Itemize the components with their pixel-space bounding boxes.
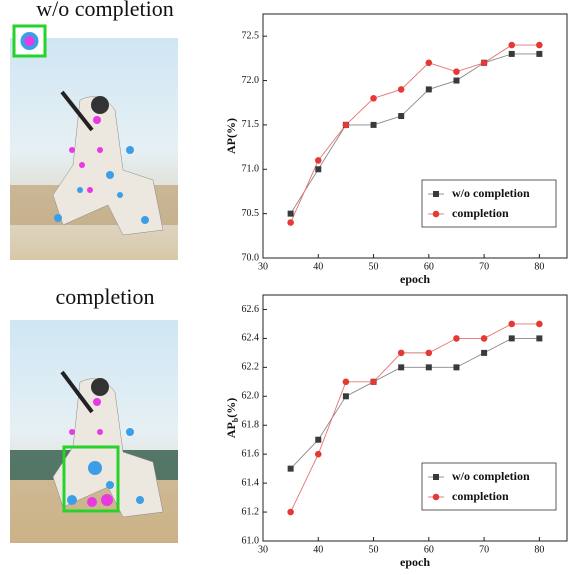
y-tick-label: 61.8 [242, 420, 260, 431]
y-tick-label: 61.2 [242, 506, 260, 517]
y-axis-label: APb(%) [224, 398, 240, 438]
marker [480, 59, 488, 67]
marker [287, 508, 294, 516]
y-tick-label: 71.0 [242, 164, 260, 175]
marker [342, 121, 350, 129]
y-tick-label: 62.2 [242, 362, 260, 373]
y-tick-label: 61.6 [242, 448, 260, 459]
legend-label: w/o completion [452, 469, 530, 483]
x-tick-label: 30 [258, 544, 268, 555]
x-tick-label: 30 [258, 261, 268, 272]
plot-frame [262, 294, 568, 542]
y-tick-label: 71.5 [242, 119, 260, 130]
marker [536, 41, 543, 49]
y-tick-label: 70.5 [242, 208, 260, 219]
marker [433, 191, 439, 197]
y-tick-label: 62.4 [242, 333, 260, 344]
x-tick-label: 50 [369, 261, 379, 272]
marker [432, 493, 440, 501]
y-tick-label: 70.0 [242, 252, 260, 263]
x-axis-label: epoch [400, 272, 430, 286]
image-caption: completion [56, 284, 155, 309]
plot-frame [262, 13, 568, 259]
x-tick-label: 40 [313, 261, 323, 272]
legend-label: w/o completion [452, 186, 530, 200]
marker [398, 113, 405, 120]
legend-label: completion [452, 489, 509, 503]
marker [453, 77, 460, 84]
x-tick-label: 60 [424, 544, 434, 555]
marker [453, 335, 460, 342]
marker [370, 378, 377, 386]
marker [508, 50, 515, 57]
marker [342, 393, 349, 400]
marker [287, 219, 294, 226]
series-line [290, 323, 540, 513]
series-line [290, 53, 540, 214]
y-axis-label-suffix: (%) [224, 118, 238, 138]
marker [433, 474, 439, 480]
x-tick-label: 50 [369, 544, 379, 555]
y-axis-label-text: AP [224, 422, 238, 438]
marker [287, 465, 294, 472]
x-tick-label: 70 [479, 544, 489, 555]
y-tick-label: 61.4 [242, 477, 260, 488]
marker [397, 349, 405, 357]
legend-label: completion [452, 206, 509, 220]
image-caption: w/o completion [36, 0, 173, 21]
marker [397, 86, 405, 93]
marker [398, 364, 405, 371]
x-tick-label: 60 [424, 261, 434, 272]
marker [536, 335, 543, 342]
x-tick-label: 80 [534, 261, 544, 272]
marker [536, 50, 543, 57]
y-tick-label: 72.0 [242, 75, 260, 86]
marker [314, 450, 322, 458]
marker [453, 364, 460, 371]
marker [508, 335, 515, 342]
y-tick-label: 62.6 [242, 304, 260, 315]
marker [508, 41, 516, 49]
photo [10, 320, 178, 543]
marker [425, 86, 432, 93]
y-tick-label: 62.0 [242, 391, 260, 402]
x-tick-label: 40 [313, 544, 323, 555]
marker [453, 68, 460, 75]
marker [425, 59, 433, 67]
marker [315, 436, 322, 443]
legend-box [421, 462, 557, 511]
marker [508, 320, 516, 328]
marker [425, 364, 432, 371]
y-axis-label-text: AP [224, 138, 238, 154]
y-tick-label: 72.5 [242, 30, 260, 41]
marker [536, 320, 543, 328]
marker [425, 349, 433, 357]
y-tick-label: 61.0 [242, 535, 260, 546]
photo [10, 38, 178, 260]
marker [480, 335, 488, 342]
marker [287, 210, 294, 217]
series-line [290, 44, 540, 223]
marker [432, 210, 440, 218]
legend-box [421, 179, 557, 228]
x-tick-label: 80 [534, 544, 544, 555]
marker [370, 94, 377, 102]
y-axis-label: AP(%) [224, 118, 238, 154]
marker [481, 349, 488, 356]
marker [342, 378, 350, 386]
x-tick-label: 70 [479, 261, 489, 272]
marker [315, 166, 322, 173]
series-line [290, 337, 540, 469]
x-axis-label: epoch [400, 555, 430, 569]
y-axis-label-suffix: (%) [224, 398, 238, 418]
marker [370, 121, 377, 128]
y-axis-label-subscript: b [231, 417, 240, 422]
marker [314, 157, 322, 164]
